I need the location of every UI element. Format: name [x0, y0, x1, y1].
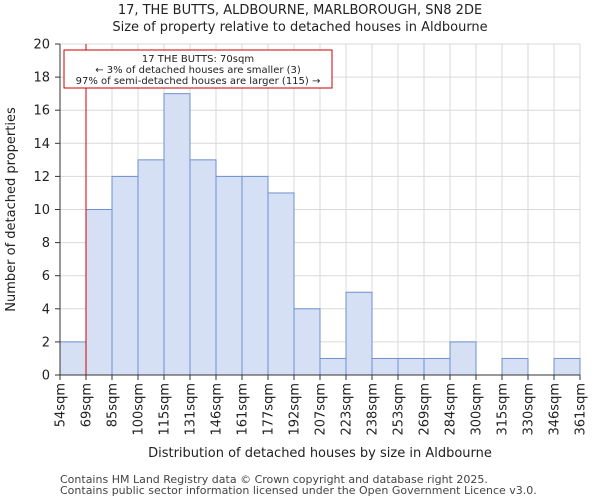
y-tick-label: 4 [42, 302, 50, 317]
x-tick-label: 330sqm [522, 383, 537, 436]
histogram-bar [423, 357, 451, 376]
histogram-bar [189, 159, 217, 376]
footer-copyright: Contains HM Land Registry data © Crown c… [60, 473, 488, 486]
x-tick-label: 54sqm [54, 383, 69, 427]
y-tick-label: 12 [33, 170, 50, 185]
y-tick-label: 0 [42, 369, 50, 384]
x-tick-label: 146sqm [210, 383, 225, 436]
x-axis-title: Distribution of detached houses by size … [148, 446, 492, 461]
chart-title-address: 17, THE BUTTS, ALDBOURNE, MARLBOROUGH, S… [117, 3, 483, 18]
annotation-line-1: 17 THE BUTTS: 70sqm [142, 54, 254, 65]
x-tick-label: 192sqm [288, 383, 303, 436]
chart-subtitle: Size of property relative to detached ho… [112, 20, 488, 35]
histogram-bar [241, 175, 269, 376]
histogram-bar [267, 192, 295, 376]
histogram-bar [85, 209, 113, 376]
x-tick-label: 284sqm [444, 383, 459, 436]
x-tick-label: 161sqm [236, 383, 251, 436]
x-tick-label: 69sqm [80, 383, 95, 427]
x-tick-label: 100sqm [132, 383, 147, 436]
y-tick-label: 10 [33, 203, 50, 218]
x-tick-label: 253sqm [392, 383, 407, 436]
y-axis-title: Number of detached properties [4, 107, 19, 312]
y-tick-label: 6 [42, 269, 50, 284]
x-tick-label: 223sqm [340, 383, 355, 436]
y-tick-label: 20 [33, 38, 50, 53]
x-tick-label: 115sqm [158, 383, 173, 436]
footer-licence: Contains public sector information licen… [60, 484, 537, 497]
annotation-line-3: 97% of semi-detached houses are larger (… [76, 76, 321, 87]
y-tick-label: 8 [42, 236, 50, 251]
histogram-bar [59, 341, 87, 376]
histogram-bar [501, 357, 529, 376]
y-tick-label: 14 [33, 137, 50, 152]
histogram-bar [371, 357, 399, 376]
y-tick-label: 18 [33, 71, 50, 86]
x-tick-label: 177sqm [262, 383, 277, 436]
y-tick-label: 2 [42, 335, 50, 350]
x-tick-label: 346sqm [548, 383, 563, 436]
histogram-bar [111, 175, 139, 376]
histogram-bar [215, 175, 243, 376]
histogram-bar [319, 357, 347, 376]
y-tick-label: 16 [33, 104, 50, 119]
histogram-bar [449, 341, 477, 376]
x-tick-label: 300sqm [470, 383, 485, 436]
histogram-bar [345, 291, 373, 376]
x-tick-label: 238sqm [366, 383, 381, 436]
x-tick-label: 85sqm [106, 383, 121, 427]
histogram-bar [293, 308, 321, 376]
x-tick-label: 361sqm [574, 383, 589, 436]
histogram-bar [397, 357, 425, 376]
histogram-bar [163, 93, 191, 376]
x-tick-label: 269sqm [418, 383, 433, 436]
x-tick-label: 315sqm [496, 383, 511, 436]
histogram-bar [553, 357, 581, 376]
x-tick-label: 207sqm [314, 383, 329, 436]
x-tick-label: 131sqm [184, 383, 199, 436]
histogram-bar [137, 159, 165, 376]
annotation-line-2: ← 3% of detached houses are smaller (3) [95, 65, 301, 76]
annotation-box [63, 49, 333, 89]
